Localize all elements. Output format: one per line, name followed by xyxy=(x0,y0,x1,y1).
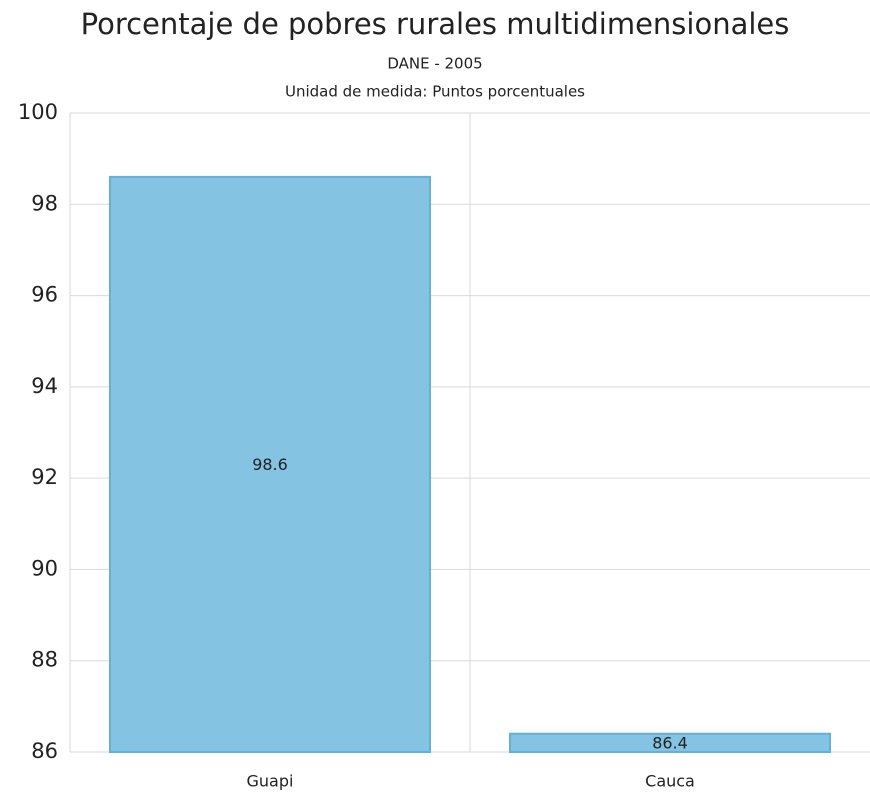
bar xyxy=(509,732,831,754)
y-tick-label: 96 xyxy=(31,283,58,307)
y-tick-label: 94 xyxy=(31,374,58,398)
x-tick-label: Cauca xyxy=(645,772,695,791)
y-tick-label: 98 xyxy=(31,191,58,215)
data-label: 98.6 xyxy=(252,455,288,474)
y-tick-label: 100 xyxy=(18,100,58,124)
y-tick-label: 92 xyxy=(31,465,58,489)
y-tick-label: 86 xyxy=(31,739,58,763)
y-tick-label: 88 xyxy=(31,648,58,672)
unit-label: Unidad de medida: Puntos porcentuales xyxy=(285,83,585,101)
chart-subtitle: DANE - 2005 xyxy=(387,55,482,73)
y-tick-label: 90 xyxy=(31,556,58,580)
bar xyxy=(109,175,431,753)
x-tick-label: Guapi xyxy=(247,772,294,791)
chart-title: Porcentaje de pobres rurales multidimens… xyxy=(81,7,790,41)
data-label: 86.4 xyxy=(652,733,688,752)
